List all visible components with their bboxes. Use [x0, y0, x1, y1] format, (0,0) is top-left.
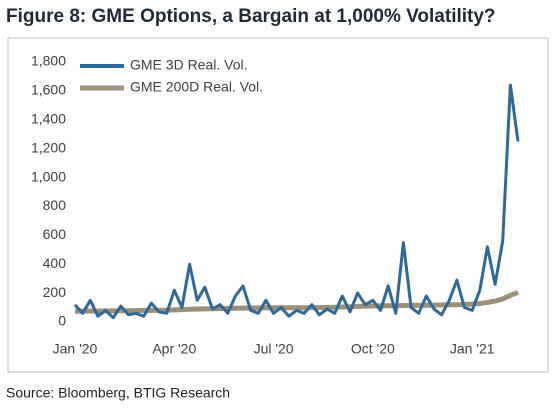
plot-frame	[7, 37, 549, 373]
y-tick-label: 1,800	[31, 53, 66, 69]
x-tick-label: Jan '20	[53, 341, 98, 357]
y-tick-label: 0	[58, 313, 66, 329]
y-tick-label: 800	[43, 197, 67, 213]
x-tick-label: Apr '20	[152, 341, 196, 357]
x-tick-label: Jul '20	[254, 341, 294, 357]
y-tick-label: 400	[43, 255, 67, 271]
chart-title: Figure 8: GME Options, a Bargain at 1,00…	[6, 6, 496, 27]
series-line	[73, 83, 520, 320]
y-tick-label: 1,200	[31, 139, 66, 155]
legend-label: GME 3D Real. Vol.	[130, 57, 248, 73]
source-note: Source: Bloomberg, BTIG Research	[6, 385, 230, 401]
y-tick-label: 1,600	[31, 82, 66, 98]
x-tick-label: Oct '20	[351, 341, 395, 357]
x-tick-label: Jan '21	[450, 341, 495, 357]
legend-label: GME 200D Real. Vol.	[130, 79, 263, 95]
y-tick-label: 200	[43, 284, 67, 300]
y-tick-label: 600	[43, 226, 67, 242]
y-tick-label: 1,400	[31, 110, 66, 126]
y-tick-label: 1,000	[31, 168, 66, 184]
